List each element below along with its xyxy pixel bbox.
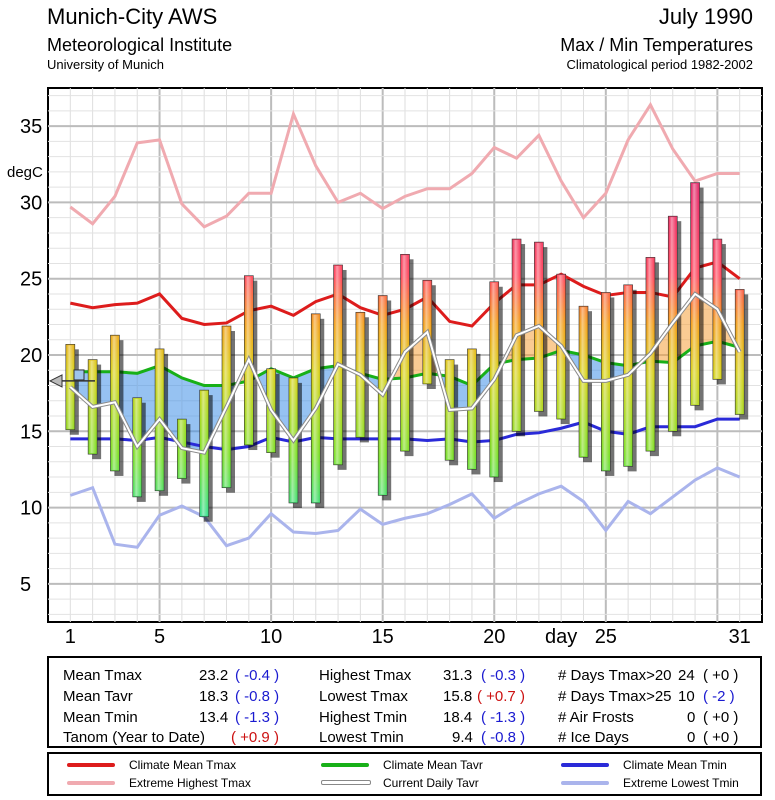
x-tick-label: 20: [483, 626, 505, 648]
legend-swatch-current-daily-tavr: [321, 780, 371, 785]
y-tick-label: 30: [20, 192, 42, 214]
current-tavr-line: [69, 292, 741, 454]
x-tick-label: 31: [729, 626, 751, 648]
air-frosts-anomaly: ( +0 ): [703, 709, 739, 726]
highest-tmin-value: 18.4: [443, 709, 473, 726]
current-tavr-line: [68, 291, 742, 455]
ice-days-anomaly: ( +0 ): [703, 729, 739, 746]
legend-extreme-lowest-tmin: Extreme Lowest Tmin: [623, 776, 739, 790]
legend: Climate Mean Tmax Extreme Highest Tmax C…: [47, 752, 762, 796]
chart-title: Max / Min Temperatures: [560, 35, 753, 55]
days-tmax25-label: # Days Tmax>25: [558, 688, 672, 705]
days-tmax20-anomaly: ( +0 ): [703, 667, 739, 684]
extreme-lowest-tmin-line: [69, 466, 741, 549]
y-tick-labels: 5 10 15 20 25 30 35: [20, 116, 42, 596]
highest-tmax-label: Highest Tmax: [319, 667, 412, 684]
ice-days-label: # Ice Days: [558, 729, 629, 746]
air-frosts-label: # Air Frosts: [558, 709, 634, 726]
legend-climate-mean-tmax: Climate Mean Tmax: [129, 758, 237, 772]
legend-swatch-climate-mean-tavr: [321, 763, 369, 767]
legend-climate-mean-tavr: Climate Mean Tavr: [383, 758, 483, 772]
legend-swatch-extreme-highest-tmax: [67, 781, 115, 785]
highest-tmax-anomaly: ( -0.3 ): [481, 667, 526, 684]
stats-panel: Mean Tmax 23.2 ( -0.4 ) Mean Tavr 18.3 (…: [47, 656, 762, 748]
ice-days-value: 0: [687, 729, 696, 746]
station-name: Munich-City AWS: [47, 4, 218, 29]
legend-current-daily-tavr: Current Daily Tavr: [383, 776, 479, 790]
air-frosts-value: 0: [687, 709, 696, 726]
lowest-tmin-value: 9.4: [452, 729, 473, 746]
lowest-tmin-anomaly: ( -0.8 ): [481, 729, 526, 746]
mean-tmax-label: Mean Tmax: [63, 667, 142, 684]
mean-tmin-label: Mean Tmin: [63, 709, 138, 726]
mean-tavr-value: 18.3: [199, 688, 229, 705]
x-tick-labels: 1 5 10 15 20 25 31: [65, 626, 751, 648]
y-tick-label: 20: [20, 345, 42, 367]
lowest-tmax-label: Lowest Tmax: [319, 688, 408, 705]
x-axis-label: day: [545, 626, 577, 648]
mean-tmin-value: 13.4: [199, 709, 229, 726]
mean-tavr-anomaly: ( -0.8 ): [235, 688, 280, 705]
legend-swatch-extreme-lowest-tmin: [561, 781, 609, 785]
extreme-lines: [69, 101, 741, 549]
legend-extreme-highest-tmax: Extreme Highest Tmax: [129, 776, 251, 790]
mean-tmax-value: 23.2: [199, 667, 229, 684]
legend-swatch-climate-mean-tmax: [67, 763, 115, 767]
x-tick-label: 10: [260, 626, 282, 648]
days-tmax20-label: # Days Tmax>20: [558, 667, 672, 684]
tanom-marker: [48, 369, 95, 388]
y-tick-label: 10: [20, 498, 42, 520]
institute-name: Meteorological Institute: [47, 35, 233, 55]
days-tmax25-anomaly: ( -2 ): [703, 688, 735, 705]
period-label: July 1990: [658, 4, 753, 29]
y-tick-label: 35: [20, 116, 42, 138]
lowest-tmin-label: Lowest Tmin: [319, 729, 404, 746]
extreme-highest-tmax-line: [69, 101, 740, 229]
lowest-tmax-value: 15.8: [443, 688, 473, 705]
highest-tmin-anomaly: ( -1.3 ): [481, 709, 526, 726]
tanom-anomaly: ( +0.9 ): [231, 729, 279, 746]
highest-tmin-label: Highest Tmin: [319, 709, 408, 726]
mean-tmin-anomaly: ( -1.3 ): [235, 709, 280, 726]
lowest-tmax-anomaly: ( +0.7 ): [477, 688, 525, 705]
y-axis-label: degC: [7, 164, 43, 181]
mean-tmax-anomaly: ( -0.4 ): [235, 667, 280, 684]
legend-climate-mean-tmin: Climate Mean Tmin: [623, 758, 727, 772]
tanom-box-icon: [73, 369, 85, 381]
x-tick-label: 25: [595, 626, 617, 648]
y-tick-label: 25: [20, 269, 42, 291]
university-name: University of Munich: [47, 57, 165, 72]
y-tick-label: 5: [20, 574, 31, 596]
x-tick-label: 15: [372, 626, 394, 648]
x-tick-label: 5: [154, 626, 165, 648]
days-tmax25-value: 10: [678, 688, 695, 705]
highest-tmax-value: 31.3: [443, 667, 473, 684]
tanom-label: Tanom (Year to Date): [63, 729, 206, 746]
climatology-label: Climatological period 1982-2002: [566, 57, 753, 72]
legend-swatch-climate-mean-tmin: [561, 763, 609, 767]
y-tick-label: 15: [20, 421, 42, 443]
x-tick-label: 1: [65, 626, 76, 648]
mean-tavr-label: Mean Tavr: [63, 688, 133, 705]
days-tmax20-value: 24: [678, 667, 695, 684]
